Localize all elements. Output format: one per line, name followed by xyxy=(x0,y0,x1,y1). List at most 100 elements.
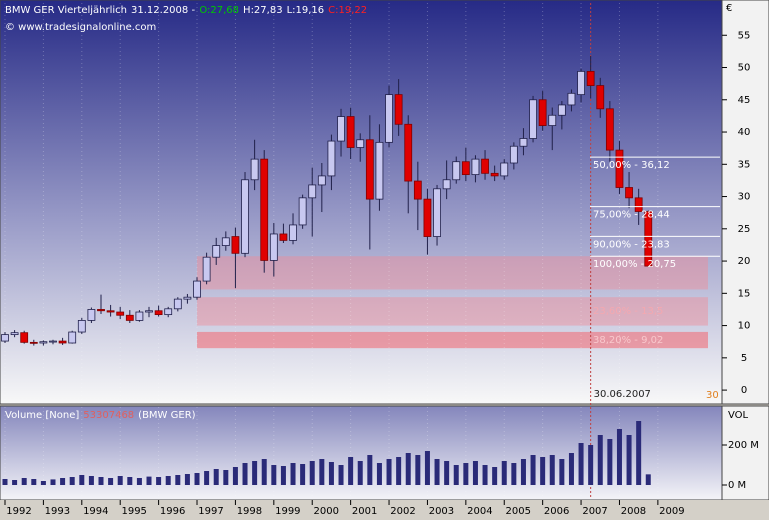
candle-body xyxy=(317,175,326,186)
candle-body xyxy=(557,104,566,116)
candle-body xyxy=(365,139,374,200)
candle-body xyxy=(577,70,585,96)
marker-label: 30.06.2007 xyxy=(594,389,651,400)
volume-bar xyxy=(21,478,27,485)
y-tick-label: 0 xyxy=(741,385,747,396)
candle-body xyxy=(346,116,355,148)
price-axis-area xyxy=(721,0,769,405)
volume-bar xyxy=(444,461,450,485)
candle-body xyxy=(193,280,201,298)
volume-bar xyxy=(175,475,181,485)
volume-bar xyxy=(607,439,613,485)
candle-body xyxy=(68,331,77,344)
quote-label: C:19,22 xyxy=(328,5,367,16)
candle-body xyxy=(58,340,67,344)
x-tick-label: 2000 xyxy=(314,506,339,517)
x-tick-label: 2001 xyxy=(352,506,377,517)
candle-body xyxy=(298,197,307,226)
volume-bar xyxy=(511,463,517,485)
y-tick-label: 55 xyxy=(738,30,751,41)
candle-body xyxy=(548,114,557,126)
volume-bar xyxy=(328,462,334,485)
candle-body xyxy=(97,309,105,312)
quote-label: O:27,68 xyxy=(199,5,239,16)
volume-bar xyxy=(98,477,104,485)
volume-bar xyxy=(309,461,315,485)
candle-body xyxy=(413,180,422,200)
volume-bar xyxy=(213,469,219,485)
volume-bar xyxy=(472,461,478,485)
volume-bar xyxy=(50,479,56,485)
quote-labels: O:27,68 H:27,83 L:19,16 C:19,22 xyxy=(199,5,367,16)
volume-bar xyxy=(520,459,526,485)
header: BMW GER Vierteljährlich 31.12.2008 - O:27,… xyxy=(5,5,367,16)
volume-bar xyxy=(69,477,75,485)
volume-bar xyxy=(367,455,373,485)
volume-bar xyxy=(156,477,162,485)
candle-body xyxy=(644,211,653,267)
volume-axis-title: VOL xyxy=(728,410,749,421)
volume-bar xyxy=(252,461,258,485)
volume-bar xyxy=(40,481,46,485)
volume-last: 53307468 xyxy=(83,410,134,421)
volume-bar xyxy=(2,479,8,485)
volume-bar xyxy=(626,435,632,485)
volume-bar xyxy=(463,463,469,485)
volume-bar xyxy=(559,459,565,485)
candle-body xyxy=(433,188,441,237)
candle-body xyxy=(1,334,9,342)
y-tick-label: 30 xyxy=(738,192,751,203)
x-tick-label: 2006 xyxy=(544,506,569,517)
candle-body xyxy=(356,139,365,148)
volume-bar xyxy=(108,478,114,485)
volume-bar xyxy=(588,445,594,485)
candle-body xyxy=(423,198,432,237)
volume-bar xyxy=(31,479,37,485)
candle-body xyxy=(538,99,547,126)
y-tick-label: 40 xyxy=(738,127,751,138)
candle-body xyxy=(586,70,595,86)
x-tick-label: 2004 xyxy=(467,506,492,517)
volume-header: Volume [None] 53307468 (BMW GER) xyxy=(5,410,196,421)
volume-bar xyxy=(232,467,238,485)
volume-bar xyxy=(223,470,229,485)
y-tick-label: 50 xyxy=(738,63,751,74)
volume-bar xyxy=(396,457,402,485)
volume-bar xyxy=(60,478,66,485)
candle-body xyxy=(202,256,211,282)
candle-body xyxy=(509,145,518,164)
x-tick-label: 1996 xyxy=(160,506,185,517)
volume-label: Volume [None] xyxy=(5,410,79,421)
y-tick-label: 5 xyxy=(741,353,747,364)
x-tick-label: 2007 xyxy=(582,506,607,517)
candle-body xyxy=(567,92,576,106)
level-zone xyxy=(197,331,708,349)
level-label: 75,00% - 28,44 xyxy=(593,210,670,221)
volume-bar xyxy=(405,453,411,485)
volume-axis-area xyxy=(721,405,769,501)
candle-body xyxy=(125,314,134,321)
volume-bar xyxy=(348,457,354,485)
y-tick-label: 35 xyxy=(738,159,751,170)
x-tick-label: 2009 xyxy=(659,506,684,517)
candle-body xyxy=(87,309,96,321)
volume-bar xyxy=(184,474,190,485)
candle-body xyxy=(260,158,269,261)
volume-bar xyxy=(597,435,603,485)
volume-bar xyxy=(540,457,546,485)
x-tick-label: 1995 xyxy=(121,506,146,517)
source: © www.tradesignalonline.com xyxy=(5,22,156,33)
candle-body xyxy=(519,138,528,147)
y-tick-label: 20 xyxy=(738,256,751,267)
candle-body xyxy=(481,158,489,174)
candle-body xyxy=(605,108,614,151)
volume-bar xyxy=(453,465,459,485)
candle-body xyxy=(241,179,249,254)
candle-body xyxy=(29,341,38,344)
volume-bar xyxy=(549,455,555,485)
candle-body xyxy=(596,85,605,110)
level-label: 23,60% - 13,5 xyxy=(593,306,663,317)
x-tick-label: 2003 xyxy=(429,506,454,517)
y-tick-label: 15 xyxy=(738,288,751,299)
x-tick-label: 2005 xyxy=(506,506,531,517)
